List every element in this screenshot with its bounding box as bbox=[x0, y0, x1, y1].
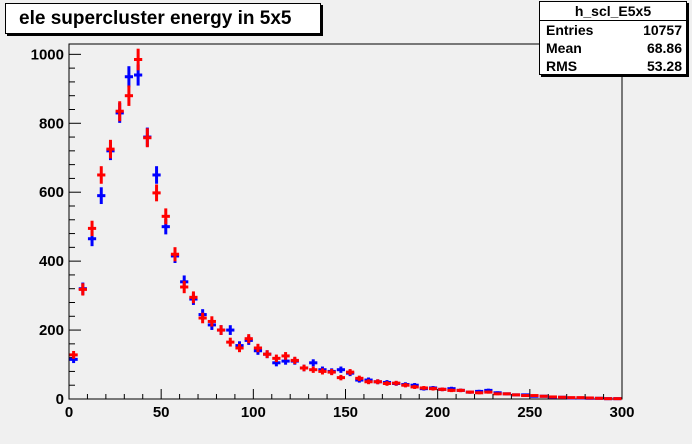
red-series-point bbox=[327, 369, 336, 376]
red-series-point bbox=[87, 220, 97, 237]
red-series-point bbox=[198, 312, 207, 324]
red-series-point bbox=[539, 394, 548, 398]
red-series-point bbox=[69, 350, 78, 359]
blue-series-point bbox=[124, 66, 134, 88]
red-series-point bbox=[346, 369, 355, 376]
red-series-point bbox=[124, 85, 134, 106]
stats-row-entries: Entries 10757 bbox=[546, 21, 682, 39]
stats-separator bbox=[540, 20, 686, 21]
red-series-point bbox=[585, 396, 594, 400]
red-series-point bbox=[235, 343, 244, 353]
stats-value: 10757 bbox=[643, 22, 682, 38]
stats-box: h_scl_E5x5 Entries 10757 Mean 68.86 RMS … bbox=[539, 1, 687, 75]
red-series-point bbox=[226, 337, 235, 347]
red-series-point bbox=[465, 390, 475, 394]
red-series-point bbox=[272, 354, 281, 363]
red-series-point bbox=[456, 388, 465, 393]
chart-title: ele supercluster energy in 5x5 bbox=[19, 8, 292, 29]
x-tick-label: 0 bbox=[65, 404, 73, 421]
blue-series-point bbox=[97, 187, 106, 205]
red-series-point bbox=[263, 350, 272, 359]
red-series-point bbox=[493, 392, 502, 396]
red-series-point bbox=[78, 283, 87, 296]
stats-name: h_scl_E5x5 bbox=[574, 3, 652, 19]
x-tick-label: 250 bbox=[517, 404, 542, 421]
y-tick-label: 0 bbox=[56, 391, 64, 408]
red-series-point bbox=[373, 379, 382, 385]
red-series-point bbox=[290, 356, 299, 365]
y-tick-label: 400 bbox=[39, 253, 64, 270]
red-series-point bbox=[548, 395, 557, 399]
x-tick-label: 200 bbox=[425, 404, 450, 421]
stats-label: Entries bbox=[546, 22, 594, 38]
red-series-point bbox=[613, 397, 622, 401]
red-series-point bbox=[244, 334, 253, 344]
blue-series-point bbox=[336, 366, 345, 373]
red-series-point bbox=[392, 380, 401, 386]
red-series-point bbox=[216, 325, 226, 335]
red-series-point bbox=[189, 291, 198, 304]
stats-label: Mean bbox=[546, 40, 582, 56]
red-series-point bbox=[410, 384, 419, 389]
red-series-point bbox=[97, 166, 106, 184]
stats-value: 53.28 bbox=[646, 58, 682, 74]
stats-row-rms: RMS 53.28 bbox=[546, 57, 682, 75]
red-series-point bbox=[336, 374, 345, 381]
y-tick-label: 600 bbox=[39, 184, 64, 201]
y-tick-label: 200 bbox=[39, 322, 64, 339]
red-series-point bbox=[253, 343, 263, 353]
plot-frame bbox=[68, 43, 623, 400]
red-series-point bbox=[530, 394, 539, 398]
red-series-point bbox=[281, 352, 290, 360]
red-series-point bbox=[475, 391, 484, 395]
red-series-point bbox=[134, 48, 143, 71]
red-series-point bbox=[106, 139, 115, 159]
x-tick-label: 100 bbox=[241, 404, 266, 421]
red-series-point bbox=[207, 316, 216, 327]
stats-label: RMS bbox=[546, 58, 578, 74]
x-tick-label: 300 bbox=[609, 404, 634, 421]
blue-series-point bbox=[226, 325, 235, 335]
y-tick-label: 800 bbox=[39, 115, 64, 132]
red-series-point bbox=[576, 396, 585, 400]
x-tick-label: 150 bbox=[333, 404, 358, 421]
red-series-point bbox=[170, 247, 180, 262]
red-series-point bbox=[382, 381, 392, 386]
red-series-point bbox=[180, 280, 189, 294]
red-series-point bbox=[401, 383, 410, 388]
red-series-point bbox=[318, 368, 327, 375]
blue-series-point bbox=[309, 359, 318, 367]
red-series-point bbox=[604, 397, 613, 401]
stats-row-mean: Mean 68.86 bbox=[546, 39, 682, 57]
red-series-point bbox=[143, 128, 152, 148]
red-series-point bbox=[511, 393, 521, 397]
stats-value: 68.86 bbox=[646, 40, 682, 56]
red-series-point bbox=[309, 366, 318, 373]
red-series-point bbox=[299, 364, 309, 372]
red-series-point bbox=[355, 375, 364, 381]
blue-series-point bbox=[152, 166, 161, 184]
red-series-point bbox=[567, 396, 576, 400]
x-tick-label: 50 bbox=[153, 404, 170, 421]
red-series-point bbox=[152, 184, 161, 202]
red-series-point bbox=[115, 101, 124, 122]
red-series-point bbox=[364, 379, 373, 385]
red-series-point bbox=[428, 386, 438, 391]
axes: 0 50 100 150 200 250 300 0 200 400 600 800 1000 bbox=[31, 46, 635, 421]
red-series-point bbox=[502, 392, 511, 396]
red-series-point bbox=[161, 208, 170, 225]
title-box: ele supercluster energy in 5x5 bbox=[5, 3, 321, 34]
red-series-point bbox=[521, 394, 530, 398]
red-series-point bbox=[484, 390, 493, 394]
data-marks bbox=[69, 48, 622, 401]
red-series-point bbox=[447, 388, 456, 393]
red-series-point bbox=[557, 395, 567, 399]
red-series-point bbox=[419, 386, 428, 390]
red-series-point bbox=[438, 387, 447, 392]
y-tick-label: 1000 bbox=[31, 46, 64, 63]
red-series-point bbox=[594, 396, 604, 400]
